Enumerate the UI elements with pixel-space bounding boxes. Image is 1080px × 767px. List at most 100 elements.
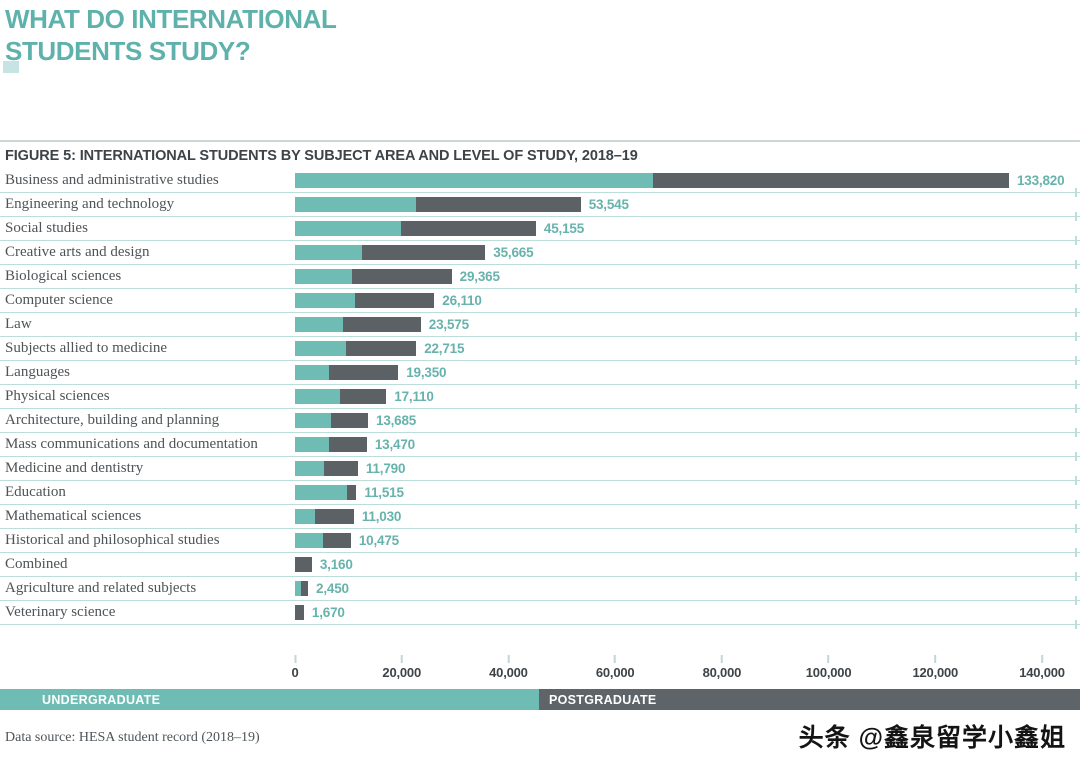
bar-cell: 2,450 <box>295 581 1080 596</box>
bar-track: 2,450 <box>295 581 1042 596</box>
bar-cell: 10,475 <box>295 533 1080 548</box>
total-value-label: 29,365 <box>459 269 500 284</box>
bar-cell: 13,685 <box>295 413 1080 428</box>
axis-tick-label: 100,000 <box>805 665 852 680</box>
category-label: Social studies <box>5 220 88 236</box>
bar-track: 26,110 <box>295 293 1042 308</box>
axis-tick: 20,000 <box>382 655 421 680</box>
bar-cell: 11,030 <box>295 509 1080 524</box>
total-value-label: 1,670 <box>311 605 345 620</box>
axis-tick-mark <box>1041 655 1043 663</box>
chart-rows: Business and administrative studies 133,… <box>0 169 1080 629</box>
bar-cell: 133,820 <box>295 173 1080 188</box>
bar-track: 53,545 <box>295 197 1042 212</box>
postgraduate-bar-segment <box>331 413 369 428</box>
axis-tick-label: 60,000 <box>595 665 635 680</box>
legend: UNDERGRADUATE POSTGRADUATE <box>0 689 1080 710</box>
chart-row: Social studies 45,155 <box>0 217 1080 245</box>
axis-tick-label: 80,000 <box>702 665 742 680</box>
total-value-label: 10,475 <box>358 533 399 548</box>
postgraduate-bar-segment <box>301 581 309 596</box>
axis-tick-mark <box>400 655 403 663</box>
category-label: Historical and philosophical studies <box>5 532 220 548</box>
axis-tick: 100,000 <box>806 655 852 680</box>
bar-track: 45,155 <box>295 221 1042 236</box>
axis-tick-mark <box>294 655 296 663</box>
chart-row: Business and administrative studies 133,… <box>0 169 1080 197</box>
bar-cell: 35,665 <box>295 245 1080 260</box>
bar-track: 11,790 <box>295 461 1042 476</box>
category-label: Engineering and technology <box>5 196 175 212</box>
axis-tick: 0 <box>291 655 299 680</box>
category-label: Law <box>5 316 32 332</box>
total-value-label: 133,820 <box>1017 173 1065 188</box>
bar-cell: 45,155 <box>295 221 1080 236</box>
chart-row: Mass communications and documentation 13… <box>0 433 1080 461</box>
bar-track: 19,350 <box>295 365 1042 380</box>
bar-cell: 22,715 <box>295 341 1080 356</box>
axis-tick-label: 140,000 <box>1019 665 1065 680</box>
axis-tick-label: 20,000 <box>382 665 421 680</box>
category-label: Business and administrative studies <box>5 172 219 188</box>
total-value-label: 53,545 <box>588 197 629 212</box>
undergraduate-bar-segment <box>295 533 323 548</box>
category-label: Subjects allied to medicine <box>5 340 168 356</box>
chart-row: Medicine and dentistry 11,790 <box>0 457 1080 485</box>
bar-track: 1,670 <box>295 605 1042 620</box>
total-value-label: 11,515 <box>364 485 404 500</box>
bar-cell: 23,575 <box>295 317 1080 332</box>
category-label: Creative arts and design <box>5 244 150 260</box>
undergraduate-bar-segment <box>295 173 654 188</box>
postgraduate-bar-segment <box>323 461 358 476</box>
postgraduate-bar-segment <box>351 269 452 284</box>
axis-tick: 120,000 <box>912 655 958 680</box>
bar-track: 133,820 <box>295 173 1065 188</box>
category-label: Agriculture and related subjects <box>5 580 197 596</box>
axis-tick-mark <box>614 655 617 663</box>
bar-track: 11,030 <box>295 509 1042 524</box>
legend-undergraduate-label: UNDERGRADUATE <box>42 692 161 707</box>
axis-tick-label: 120,000 <box>912 665 959 680</box>
postgraduate-bar-segment <box>329 365 399 380</box>
undergraduate-bar-segment <box>295 365 330 380</box>
chart-row: Engineering and technology 53,545 <box>0 193 1080 221</box>
category-label: Languages <box>5 364 70 380</box>
bar-track: 13,685 <box>295 413 1042 428</box>
axis-tick: 80,000 <box>702 655 742 680</box>
data-source-note: Data source: HESA student record (2018–1… <box>5 730 260 745</box>
undergraduate-bar-segment <box>295 269 352 284</box>
postgraduate-bar-segment <box>362 245 486 260</box>
postgraduate-bar-segment <box>345 341 417 356</box>
chart-row: Combined 3,160 <box>0 553 1080 581</box>
category-label: Computer science <box>5 292 113 308</box>
postgraduate-bar-segment <box>346 485 357 500</box>
category-label: Mathematical sciences <box>5 508 142 524</box>
total-value-label: 11,790 <box>365 461 406 476</box>
postgraduate-bar-segment <box>322 533 351 548</box>
total-value-label: 45,155 <box>543 221 585 236</box>
title-accent-square <box>3 61 19 73</box>
bar-cell: 3,160 <box>295 557 1080 572</box>
undergraduate-bar-segment <box>295 389 340 404</box>
total-value-label: 19,350 <box>406 365 447 380</box>
chart-row: Physical sciences 17,110 <box>0 385 1080 413</box>
axis-tick-mark <box>720 655 723 663</box>
category-label: Combined <box>5 556 68 572</box>
category-label: Veterinary science <box>5 604 116 620</box>
total-value-label: 26,110 <box>442 293 482 308</box>
total-value-label: 17,110 <box>394 389 434 404</box>
chart-row: Veterinary science 1,670 <box>0 601 1080 629</box>
postgraduate-bar-segment <box>295 605 304 620</box>
bar-cell: 29,365 <box>295 269 1080 284</box>
category-label: Physical sciences <box>5 388 110 404</box>
axis-tick-mark <box>934 655 937 663</box>
chart-row: Architecture, building and planning 13,6… <box>0 409 1080 437</box>
postgraduate-bar-segment <box>339 389 387 404</box>
axis-tick: 140,000 <box>1019 655 1065 680</box>
chart-row: Computer science 26,110 <box>0 289 1080 317</box>
bar-cell: 1,670 <box>295 605 1080 620</box>
postgraduate-bar-segment <box>295 557 312 572</box>
bar-track: 11,515 <box>295 485 1042 500</box>
bar-cell: 11,515 <box>295 485 1080 500</box>
axis-tick: 40,000 <box>489 655 528 680</box>
